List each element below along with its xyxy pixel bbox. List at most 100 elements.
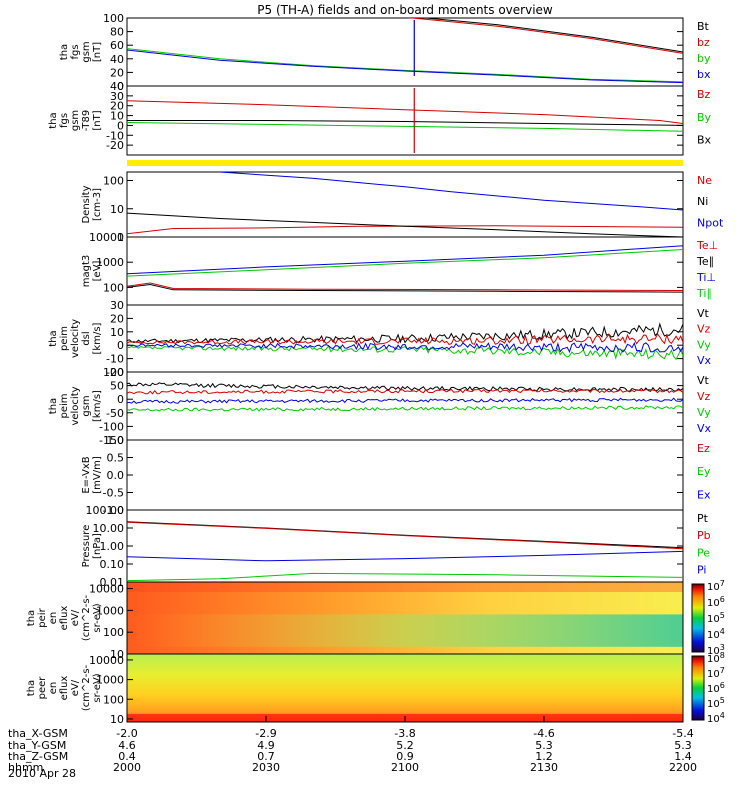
ephemeris-value: -2.0 bbox=[116, 727, 137, 740]
y-tick-label: -10 bbox=[106, 353, 124, 366]
spectrogram-high-band bbox=[127, 582, 683, 592]
colorbar-label: 107 bbox=[707, 579, 725, 593]
series-Te⊥ bbox=[127, 282, 683, 291]
panel-6-y-label-line: gsm bbox=[81, 395, 92, 416]
legend-Ti⊥: Ti⊥ bbox=[696, 271, 716, 284]
spectrogram-1: 10 100 1000 10000 103 104 105 106 107 bbox=[89, 579, 725, 661]
ephemeris-value: 0.4 bbox=[118, 750, 136, 763]
y-tick-label: 1 bbox=[117, 231, 124, 244]
legend-Vz: Vz bbox=[697, 323, 711, 336]
series-Pe bbox=[127, 572, 683, 582]
panel-5-y-label-line: tha bbox=[48, 330, 59, 346]
y-tick-label: 20 bbox=[110, 312, 124, 325]
y-tick-label: 0.0 bbox=[107, 469, 125, 482]
ephemeris-value: 2030 bbox=[252, 761, 280, 774]
series-Vy bbox=[127, 405, 683, 412]
spectrogram-1-y-label-line: peir bbox=[37, 607, 48, 627]
legend-Vy: Vy bbox=[697, 338, 711, 351]
y-tick-label: 40 bbox=[110, 80, 124, 93]
y-tick-label: 0.01 bbox=[100, 576, 125, 589]
y-tick-label: -10 bbox=[106, 129, 124, 142]
y-tick-label: -20 bbox=[106, 139, 124, 152]
y-tick-label: 10.00 bbox=[93, 522, 125, 535]
spectrogram-1-y-label-line: eV/ bbox=[70, 609, 81, 626]
panel-5-y-label-line: velocity bbox=[70, 319, 81, 358]
spectrogram-1-y-label-line: sr-eV) bbox=[92, 603, 103, 632]
spectrogram-1-y-label-line: eflux bbox=[59, 606, 70, 631]
ephemeris-value: 2000 bbox=[113, 761, 141, 774]
y-tick-label: 100.00 bbox=[86, 504, 125, 517]
ephemeris-value: -5.4 bbox=[672, 727, 693, 740]
y-tick-label: 100 bbox=[103, 693, 124, 706]
ephemeris-value: 1.4 bbox=[674, 750, 692, 763]
figure-title: P5 (TH-A) fields and on-board moments ov… bbox=[257, 3, 553, 17]
y-tick-label: -20 bbox=[106, 366, 124, 379]
panel-3-y-label-line: Density bbox=[81, 185, 92, 223]
series-Pb bbox=[127, 521, 683, 550]
y-tick-label: -150 bbox=[99, 434, 124, 447]
ephemeris-value: 5.2 bbox=[396, 739, 414, 752]
colorbar-label: 108 bbox=[707, 651, 725, 665]
series-Pi bbox=[127, 550, 683, 562]
series-Vt bbox=[127, 322, 683, 344]
panel-4-y-label-line: magt3 bbox=[81, 255, 92, 288]
ephemeris-value: -2.9 bbox=[255, 727, 276, 740]
panel-6-y-label-line: peim bbox=[59, 393, 70, 418]
y-tick-label: 0.10 bbox=[100, 558, 125, 571]
colorbar bbox=[691, 583, 705, 653]
panel-2-y-label-line: [nT] bbox=[92, 110, 103, 130]
legend-Ne: Ne bbox=[697, 174, 712, 187]
panel-1-y-label-line: tha bbox=[59, 44, 70, 60]
panel-2-y-label-line: fgs bbox=[59, 113, 70, 128]
y-tick-label: 0 bbox=[117, 119, 124, 132]
legend-Te∥: Te∥ bbox=[696, 255, 714, 268]
y-tick-label: 10000 bbox=[89, 654, 124, 667]
y-tick-label: 1.0 bbox=[107, 434, 125, 447]
y-tick-label: -100 bbox=[99, 420, 124, 433]
y-tick-label: 100 bbox=[103, 626, 124, 639]
ephemeris-value: 2100 bbox=[391, 761, 419, 774]
legend-by: by bbox=[697, 52, 711, 65]
legend-Npot: Npot bbox=[697, 216, 724, 229]
series-Vz bbox=[127, 388, 683, 395]
colorbar bbox=[691, 655, 705, 721]
panel-4-y-label-line: [eV] bbox=[92, 261, 103, 282]
panel-5-y-label-line: peim bbox=[59, 326, 70, 351]
ephemeris-value: 4.6 bbox=[118, 739, 136, 752]
ephemeris-value: 0.9 bbox=[396, 750, 414, 763]
spectrogram-2-y-label-line: en bbox=[48, 682, 59, 695]
colorbar-label: 103 bbox=[707, 643, 725, 657]
series-Vt bbox=[127, 382, 683, 392]
legend-Vz: Vz bbox=[697, 390, 711, 403]
ephemeris-row-label: tha_Z-GSM bbox=[8, 750, 68, 763]
legend-Pb: Pb bbox=[697, 529, 711, 542]
y-tick-label: 30 bbox=[110, 299, 124, 312]
y-tick-label: 100 bbox=[103, 281, 124, 294]
spectrogram-fill bbox=[127, 654, 683, 722]
colorbar-label: 105 bbox=[707, 611, 725, 625]
legend-Vx: Vx bbox=[697, 422, 712, 435]
y-tick-label: 0 bbox=[117, 339, 124, 352]
panel-6-y-label-line: [km/s] bbox=[92, 390, 103, 422]
status-bar bbox=[127, 160, 683, 166]
series-Bt bbox=[420, 18, 683, 53]
date-label: 2010 Apr 28 bbox=[8, 767, 76, 780]
series-Npot bbox=[219, 172, 683, 211]
ephemeris-value: 2200 bbox=[669, 761, 697, 774]
spectrogram-2-y-label-line: (cm^2-s- bbox=[81, 664, 92, 711]
y-tick-label: 10 bbox=[110, 713, 124, 726]
panel-7-y-label-line: [mV/m] bbox=[92, 456, 103, 494]
ephemeris-value: 1.2 bbox=[535, 750, 553, 763]
legend-Bx: Bx bbox=[697, 134, 712, 147]
y-tick-label: 20 bbox=[110, 66, 124, 79]
panel-6-y-label-line: tha bbox=[48, 398, 59, 414]
panel-8-y-label-line: Pressure bbox=[81, 525, 92, 568]
legend-Ti∥: Ti∥ bbox=[696, 287, 712, 300]
ephemeris-value: -3.8 bbox=[394, 727, 415, 740]
panel-1-y-label-line: gsm bbox=[81, 41, 92, 62]
colorbar-label: 107 bbox=[707, 666, 725, 680]
